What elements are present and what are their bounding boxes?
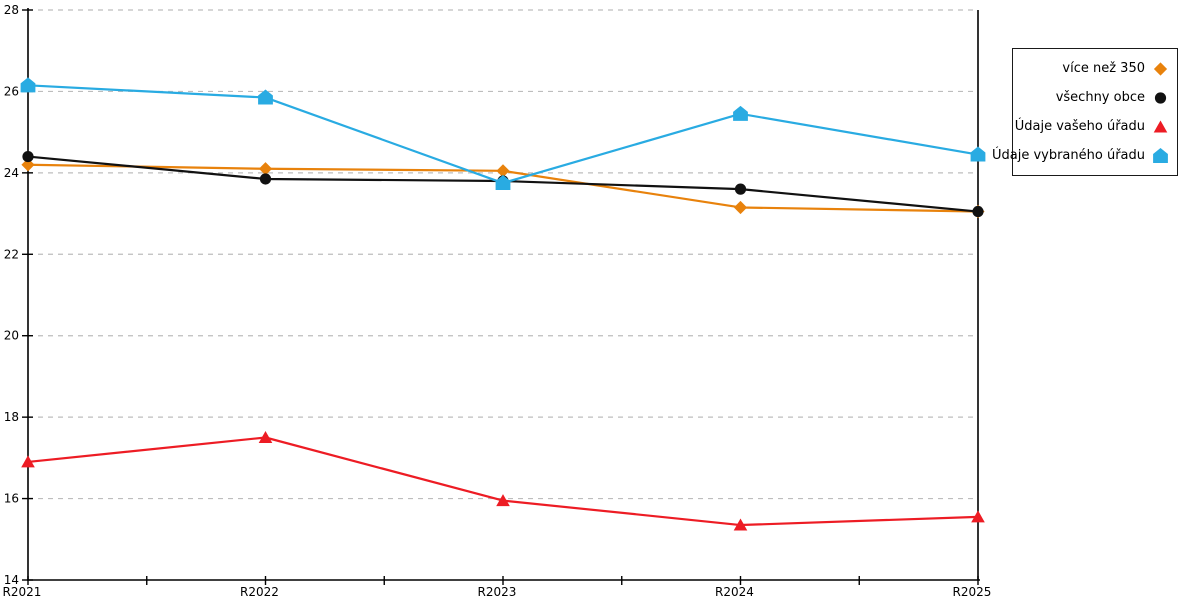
data-point-marker — [258, 162, 273, 176]
data-point-marker — [259, 173, 272, 185]
data-point-marker — [20, 77, 36, 93]
data-point-marker — [495, 175, 511, 191]
diamond-legend-marker-icon — [1153, 62, 1168, 76]
y-tick-label: 14 — [4, 573, 19, 587]
data-point-marker — [21, 158, 35, 172]
y-tick-label: 26 — [4, 84, 19, 98]
legend-item-label: Údaje vybraného úřadu — [991, 148, 1145, 163]
legend: více než 350 všechny obce Údaje vašeho úřa… — [992, 48, 1178, 176]
data-point-marker — [734, 183, 747, 195]
x-tick-label: R2021 — [3, 585, 42, 599]
data-point-marker — [733, 518, 748, 531]
series-line-3 — [26, 436, 980, 527]
x-tick-label: R2025 — [953, 585, 992, 599]
data-point-marker — [496, 494, 510, 507]
legend-item-label: Údaje vašeho úřadu — [1014, 119, 1145, 134]
y-tick-label: 24 — [4, 166, 19, 180]
data-point-marker — [970, 146, 986, 162]
legend-item-label: více než 350 — [1062, 61, 1145, 76]
data-point-marker — [733, 105, 748, 121]
x-tick-label: R2022 — [240, 585, 279, 599]
x-tick-label: R2024 — [715, 585, 754, 599]
data-point-marker — [733, 200, 748, 215]
data-point-marker — [496, 164, 510, 178]
data-point-marker — [972, 205, 984, 218]
data-point-marker — [1153, 62, 1168, 76]
data-point-marker — [21, 455, 35, 468]
data-point-marker — [258, 89, 273, 105]
x-tick-label: R2023 — [478, 585, 517, 599]
data-point-marker — [971, 510, 985, 523]
data-point-marker — [258, 431, 273, 443]
triangle-legend-marker-icon — [1153, 120, 1168, 133]
legend-item-label: všechny obce — [1055, 90, 1145, 105]
legend-item-4: Údaje vybraného úřadu — [992, 141, 1169, 170]
data-point-marker — [1153, 148, 1168, 163]
data-point-marker — [1153, 120, 1168, 133]
y-tick-label: 28 — [4, 3, 19, 17]
legend-item-2: všechny obce — [1019, 83, 1169, 112]
y-tick-label: 16 — [4, 492, 19, 506]
y-tick-label: 22 — [4, 247, 19, 261]
legend-item-1: více než 350 — [1019, 54, 1169, 83]
y-tick-label: 18 — [4, 410, 19, 424]
circle-legend-marker-icon — [1154, 92, 1167, 104]
data-point-marker — [22, 150, 34, 163]
data-point-marker — [1154, 92, 1167, 104]
legend-item-3: Údaje vašeho úřadu — [1015, 112, 1169, 141]
pentagon-legend-marker-icon — [1153, 148, 1168, 163]
y-tick-label: 20 — [4, 329, 19, 343]
